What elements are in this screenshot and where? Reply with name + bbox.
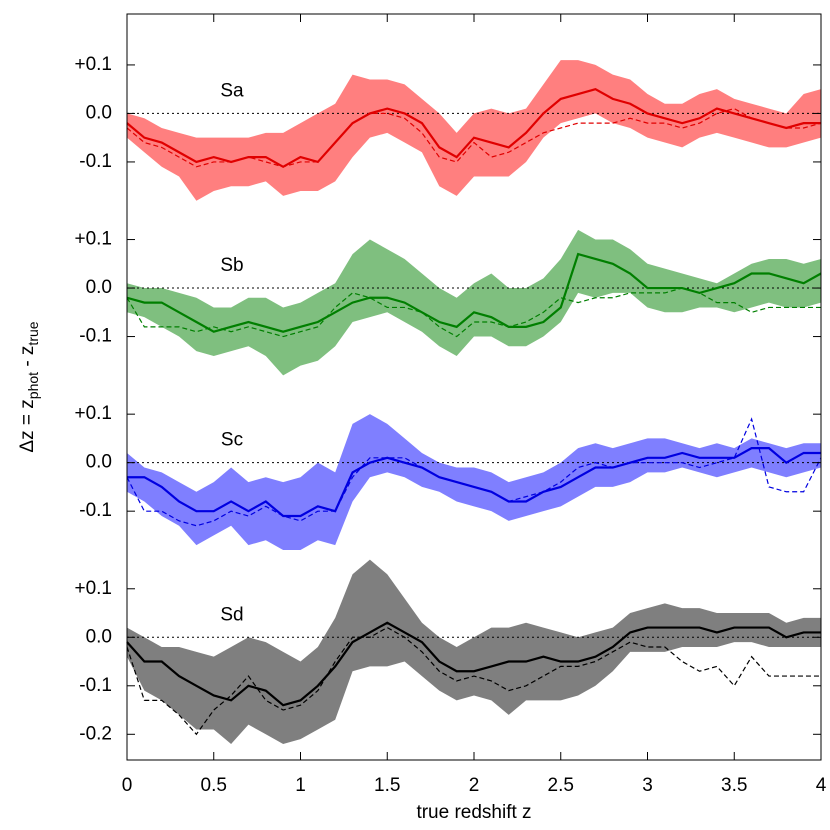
x-tick-label: 3.5 [721, 775, 747, 796]
y-tick-label: +0.1 [74, 403, 112, 424]
plot-frame [126, 13, 822, 761]
y-label-part: - z [17, 346, 38, 372]
y-tick-label: -0.1 [79, 675, 112, 696]
panel-label: Sb [220, 255, 243, 276]
y-tick-label: 0.0 [86, 626, 112, 647]
y-label-part: Δz = z [17, 399, 38, 452]
median-line [126, 621, 821, 707]
band [127, 559, 821, 744]
y-tick-label: -0.1 [79, 151, 112, 172]
dashed-line [126, 287, 821, 338]
panel-label: Sc [221, 430, 243, 451]
x-tick-label: 1.5 [374, 775, 400, 796]
y-tick-label: +0.1 [74, 578, 112, 599]
x-tick-label: 0 [122, 775, 133, 796]
x-tick-label: 3 [642, 775, 653, 796]
y-tick-label: 0.0 [86, 102, 112, 123]
y-axis-label: Δz = zphot - ztrue [17, 321, 41, 452]
x-tick-label: 2.5 [548, 775, 574, 796]
x-tick-label: 2 [469, 775, 480, 796]
y-tick-label: -0.2 [79, 723, 112, 744]
dashed-line [126, 626, 821, 736]
panel-label: Sa [220, 80, 244, 101]
y-tick-label: +0.1 [74, 229, 112, 250]
y-label-sub: true [25, 321, 41, 345]
y-tick-label: +0.1 [74, 54, 112, 75]
panel-label: Sd [220, 604, 243, 625]
x-axis-label: true redshift z [416, 802, 531, 823]
y-tick-label: 0.0 [86, 452, 112, 473]
y-label-sub: phot [25, 372, 41, 399]
x-tick-label: 4 [816, 775, 827, 796]
x-tick-label: 0.5 [201, 775, 227, 796]
x-tick-label: 1 [295, 775, 306, 796]
median-line [127, 447, 821, 518]
median-line [126, 252, 822, 333]
y-tick-label: -0.1 [79, 500, 112, 521]
y-tick-label: 0.0 [86, 277, 112, 298]
band [127, 60, 821, 201]
y-tick-label: -0.1 [79, 326, 112, 347]
band [127, 229, 821, 376]
median-line [126, 88, 821, 169]
dashed-line [126, 107, 822, 168]
